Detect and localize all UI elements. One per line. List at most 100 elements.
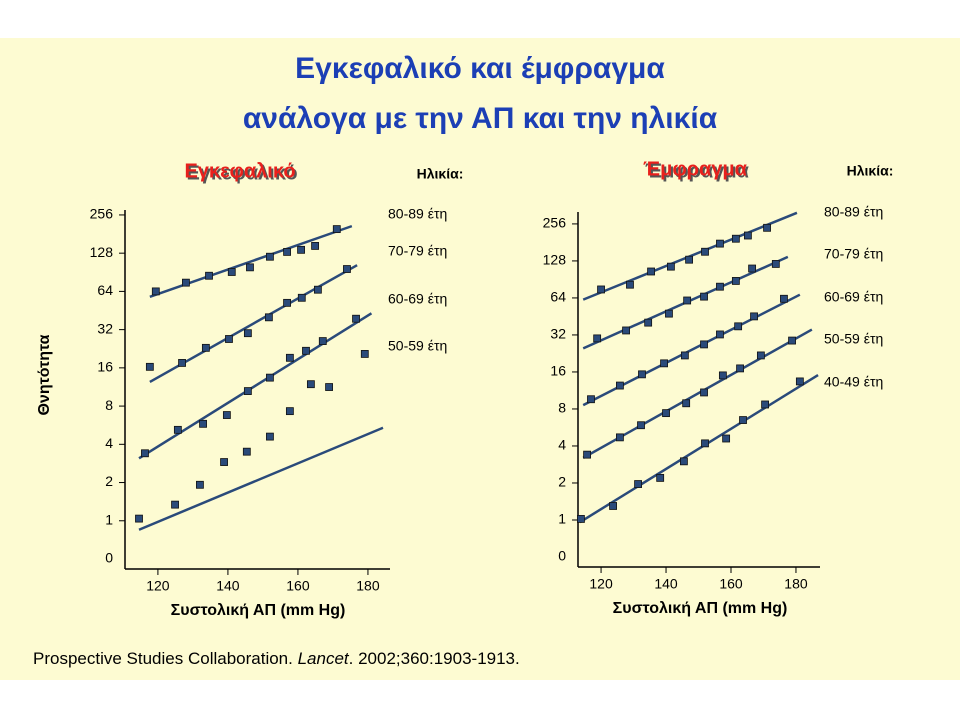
point	[311, 242, 319, 250]
point	[756, 351, 765, 360]
fit-line	[579, 373, 819, 524]
point	[151, 287, 160, 296]
point	[716, 330, 724, 339]
point	[665, 309, 673, 318]
y-tick-label: 2	[105, 473, 113, 489]
point	[597, 285, 605, 294]
point	[761, 400, 770, 409]
point	[352, 314, 360, 323]
point	[716, 239, 724, 248]
point	[297, 245, 305, 254]
point	[634, 480, 642, 488]
point	[736, 364, 744, 373]
y-tick-label: 256	[90, 206, 114, 222]
point	[264, 313, 273, 322]
x-tick-label: 120	[146, 578, 170, 594]
point	[201, 343, 210, 352]
point	[685, 255, 693, 264]
series-label: 80-89 έτη	[388, 206, 447, 222]
point	[297, 293, 306, 302]
point	[360, 350, 369, 358]
point	[637, 421, 645, 430]
footer-part: Lancet	[298, 649, 350, 668]
point	[332, 225, 341, 234]
y-tick-label: 16	[550, 363, 566, 379]
background	[0, 38, 960, 680]
point	[716, 282, 724, 291]
point	[593, 334, 602, 343]
point	[225, 335, 233, 343]
point	[182, 278, 190, 287]
y-tick-label: 8	[558, 400, 566, 416]
series-label: 60-69 έτη	[824, 289, 883, 305]
point	[343, 265, 351, 273]
y-tick-label: 1	[558, 511, 566, 527]
footer: Prospective Studies Collaboration. Lance…	[33, 649, 520, 668]
point	[795, 377, 804, 386]
point	[701, 439, 709, 448]
point	[763, 223, 771, 232]
x-axis-label: Συστολική ΑΠ (mm Hg)	[171, 602, 346, 619]
y-tick-label: 4	[558, 437, 566, 453]
x-tick-label: 120	[589, 576, 613, 592]
y-tick-label: 8	[105, 397, 113, 413]
y-axis-label: Θνητότητα	[36, 334, 53, 415]
title-line: ανάλογα με την ΑΠ και την ηλικία	[243, 102, 718, 135]
footer-part: Prospective Studies Collaboration.	[33, 649, 298, 668]
point	[616, 433, 624, 442]
point	[227, 268, 236, 276]
chart-title-shadow: Έμφραγμα	[645, 160, 750, 182]
point	[701, 247, 709, 256]
x-axis-label: Συστολική ΑΠ (mm Hg)	[613, 600, 788, 617]
point	[662, 409, 670, 418]
series-label: 80-89 έτη	[824, 204, 883, 220]
point	[660, 359, 668, 368]
series-label: 50-59 έτη	[388, 338, 447, 354]
title-line: Εγκεφαλικό και έμφραγμα	[295, 52, 665, 85]
point	[743, 231, 752, 240]
x-tick-label: 160	[286, 578, 310, 594]
x-tick-label: 160	[719, 576, 743, 592]
y-tick-label: 0	[105, 550, 113, 566]
series-label: 70-79 έτη	[388, 243, 447, 259]
point	[683, 296, 692, 305]
x-tick-label: 140	[654, 576, 678, 592]
point	[242, 447, 251, 456]
point	[638, 370, 646, 379]
chart-title-shadow: Εγκεφαλικό	[186, 162, 297, 184]
point	[266, 252, 274, 261]
point	[680, 351, 689, 360]
point	[220, 458, 228, 466]
point	[243, 329, 252, 338]
point	[722, 434, 731, 443]
chart-title: Εγκεφαλικό	[184, 160, 295, 182]
point	[700, 292, 708, 301]
point	[788, 336, 796, 345]
y-tick-label: 128	[90, 244, 114, 260]
y-tick-label: 256	[543, 215, 567, 231]
point	[577, 515, 585, 523]
y-tick-label: 0	[558, 548, 566, 564]
x-tick-label: 180	[356, 578, 380, 594]
y-tick-label: 1	[105, 511, 113, 527]
point	[771, 260, 780, 268]
series-label: 50-59 έτη	[824, 331, 883, 347]
point	[266, 373, 274, 382]
point	[325, 383, 333, 391]
point	[243, 387, 252, 395]
footer-part: . 2002;360:1903-1913.	[349, 649, 520, 668]
point	[205, 271, 213, 280]
legend-title: Ηλικία:	[847, 163, 894, 179]
point	[679, 457, 688, 466]
point	[135, 514, 143, 523]
point	[285, 407, 294, 416]
point	[656, 473, 665, 482]
point	[141, 449, 149, 458]
point	[246, 263, 254, 272]
series-label: 60-69 έτη	[388, 291, 447, 307]
point	[313, 285, 322, 294]
point	[196, 480, 204, 489]
y-tick-label: 4	[105, 435, 113, 451]
series-label: 70-79 έτη	[824, 246, 883, 262]
